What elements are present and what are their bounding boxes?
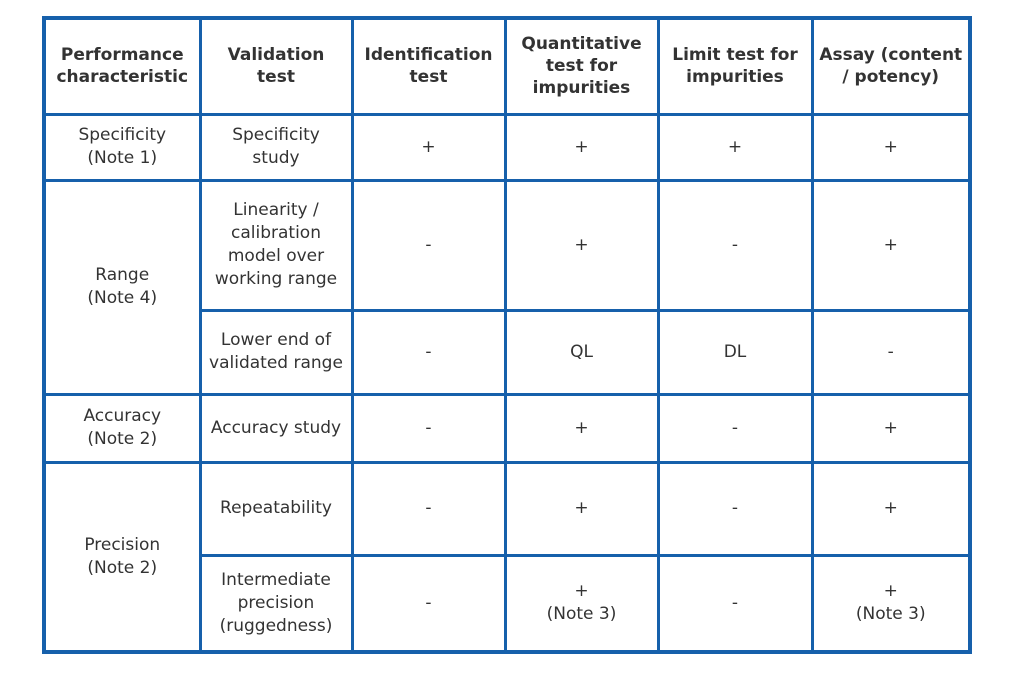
cell-characteristic-range: Range (Note 4) — [42, 178, 202, 396]
cell-value-linearity-quantitative: + — [503, 178, 660, 312]
cell-test-intermediate-precision: Intermediate precision (ruggedness) — [198, 553, 354, 654]
cell-value-specificity-identification: + — [350, 112, 507, 182]
cell-test-accuracy-study: Accuracy study — [198, 392, 354, 464]
cell-value-lower-end-limit: DL — [656, 308, 814, 396]
cell-value-repeatability-identification: - — [350, 460, 507, 557]
cell-value-repeatability-assay: + — [810, 460, 972, 557]
cell-value-accuracy-quantitative: + — [503, 392, 660, 464]
col-header-identification-test: Identification test — [350, 16, 507, 116]
table-row-specificity: Specificity (Note 1) Specificity study +… — [42, 112, 972, 182]
cell-test-specificity-study: Specificity study — [198, 112, 354, 182]
cell-value-accuracy-identification: - — [350, 392, 507, 464]
table-row-range-lower-end: Lower end of validated range - QL DL - — [44, 308, 972, 396]
col-header-performance-characteristic: Performance characteristic — [42, 16, 202, 116]
cell-characteristic-specificity: Specificity (Note 1) — [42, 112, 202, 182]
cell-value-repeatability-quantitative: + — [503, 460, 660, 557]
table-row-precision-repeatability: Precision (Note 2) Repeatability - + - + — [42, 460, 972, 654]
cell-characteristic-accuracy: Accuracy (Note 2) — [42, 392, 202, 464]
cell-characteristic-precision: Precision (Note 2) — [42, 460, 202, 654]
col-header-assay-content-potency: Assay (content / potency) — [810, 16, 972, 116]
table-row-range-linearity: Range (Note 4) Linearity / calibration m… — [42, 178, 972, 396]
cell-value-linearity-assay: + — [810, 178, 972, 312]
cell-test-lower-end-validated-range: Lower end of validated range — [198, 308, 354, 396]
cell-value-lower-end-assay: - — [810, 308, 972, 396]
cell-value-intermediate-limit: - — [656, 553, 814, 654]
header-row: Performance characteristic Validation te… — [42, 16, 972, 116]
col-header-limit-test-impurities: Limit test for impurities — [656, 16, 814, 116]
cell-value-specificity-limit: + — [656, 112, 814, 182]
table-row-precision-intermediate: Intermediate precision (ruggedness) - + … — [44, 553, 972, 654]
cell-value-linearity-limit: - — [656, 178, 814, 312]
cell-test-linearity-calibration: Linearity / calibration model over worki… — [198, 178, 354, 312]
cell-value-intermediate-assay: + (Note 3) — [810, 553, 972, 654]
cell-value-lower-end-quantitative: QL — [503, 308, 660, 396]
cell-value-accuracy-assay: + — [810, 392, 972, 464]
cell-value-linearity-identification: - — [350, 178, 507, 312]
cell-value-intermediate-quantitative: + (Note 3) — [503, 553, 660, 654]
cell-value-accuracy-limit: - — [656, 392, 814, 464]
validation-performance-characteristics-table: Performance characteristic Validation te… — [42, 16, 972, 654]
table-row-accuracy: Accuracy (Note 2) Accuracy study - + - + — [42, 392, 972, 464]
cell-value-intermediate-identification: - — [350, 553, 507, 654]
cell-value-specificity-assay: + — [810, 112, 972, 182]
cell-value-specificity-quantitative: + — [503, 112, 660, 182]
cell-test-repeatability: Repeatability — [198, 460, 354, 557]
cell-value-repeatability-limit: - — [656, 460, 814, 557]
col-header-quantitative-test-impurities: Quantitative test for impurities — [503, 16, 660, 116]
cell-value-lower-end-identification: - — [350, 308, 507, 396]
col-header-validation-test: Validation test — [198, 16, 354, 116]
